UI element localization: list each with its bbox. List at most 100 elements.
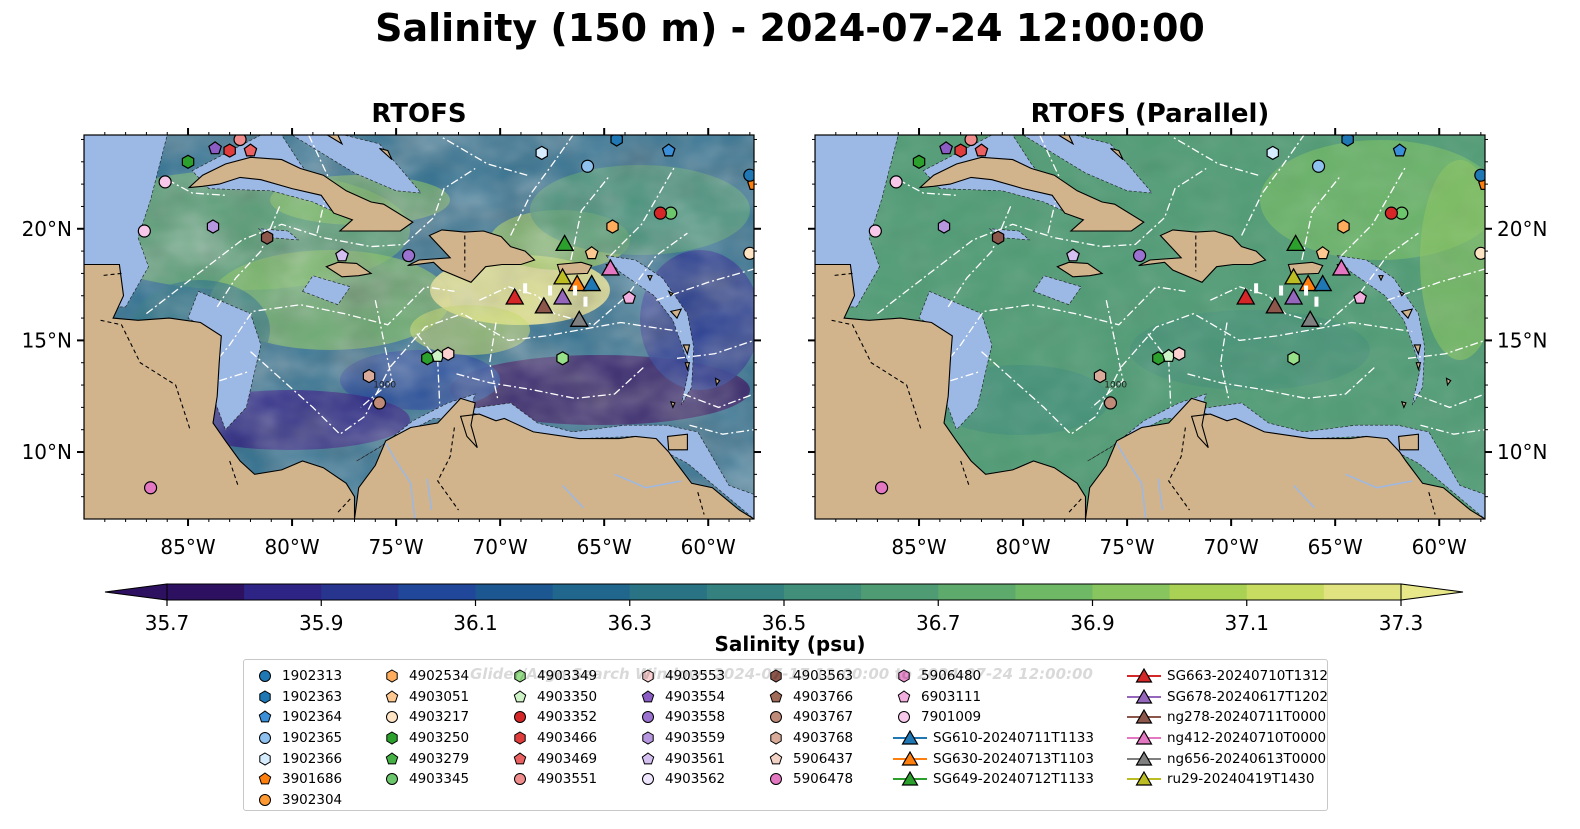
argo-float-4903051 bbox=[584, 246, 599, 260]
glider-track bbox=[1314, 296, 1319, 307]
map-overlay: 1000 bbox=[815, 135, 1485, 519]
colorbar-bin bbox=[1092, 584, 1171, 600]
legend-item: SG678-20240617T1202 bbox=[1127, 687, 1328, 708]
argo-float-4903561 bbox=[335, 248, 349, 262]
longitude-tick-label: 60°W bbox=[681, 535, 736, 559]
glider-SG663-20240710T1312 bbox=[1236, 287, 1256, 305]
legend-item-label: ng278-20240711T0000 bbox=[1167, 709, 1327, 726]
legend-item-label: 4903768 bbox=[793, 730, 854, 747]
figure-title: Salinity (150 m) - 2024-07-24 12:00:00 bbox=[375, 6, 1205, 50]
argo-float-4903559 bbox=[206, 219, 220, 234]
legend-item-label: ru29-20240419T1430 bbox=[1167, 771, 1315, 788]
colorbar-tick-label: 35.7 bbox=[145, 611, 190, 635]
colorbar-bin bbox=[398, 584, 476, 600]
argo-float-4903554 bbox=[939, 141, 954, 155]
glider-ng656-20240613T0000 bbox=[1300, 309, 1320, 327]
glider-track bbox=[548, 285, 553, 296]
legend-item: 3902304 bbox=[254, 790, 342, 811]
legend-item-label: 4903562 bbox=[665, 771, 726, 788]
longitude-tick-label: 85°W bbox=[160, 535, 215, 559]
longitude-tick-label: 65°W bbox=[577, 535, 632, 559]
glider-legend-icon bbox=[893, 750, 927, 766]
legend-column: 4903349 4903350 4903352 4903466 4903469 49035… bbox=[509, 666, 597, 790]
colorbar-bin bbox=[167, 584, 245, 600]
glider-legend-icon bbox=[893, 771, 927, 786]
glider-ng278-20240711T0000 bbox=[534, 296, 554, 314]
legend-item-label: ng656-20240613T0000 bbox=[1167, 750, 1327, 767]
argo-float-4902534 bbox=[606, 219, 619, 234]
legend-column: SG663-20240710T1312 SG678-20240617T1202 ng… bbox=[1127, 666, 1328, 790]
legend-item-label: 4903766 bbox=[793, 688, 854, 705]
colorbar-bin bbox=[321, 584, 399, 600]
glider-ru29-20240419T1430 bbox=[552, 267, 573, 285]
legend-item: 4903561 bbox=[637, 748, 725, 769]
glider-ru29-20240419T1430 bbox=[1283, 267, 1304, 285]
legend-item: 6903111 bbox=[893, 687, 1094, 708]
legend-item: 7901009 bbox=[893, 707, 1094, 728]
glider-SG630-20240713T1103 bbox=[1298, 274, 1318, 292]
argo-float-4903768 bbox=[362, 368, 376, 384]
legend-item-label: SG630-20240713T1103 bbox=[933, 750, 1094, 767]
argo-circle-icon bbox=[386, 773, 398, 786]
colorbar-tick-label: 36.7 bbox=[916, 611, 961, 635]
latitude-tick-label: 15°N bbox=[22, 328, 72, 352]
colorbar-tick-label: 36.9 bbox=[1070, 611, 1115, 635]
glider-ng656-20240613T0000 bbox=[569, 309, 589, 327]
argo-float-4903349 bbox=[556, 351, 569, 366]
legend-item-label: 3901686 bbox=[282, 771, 343, 788]
legend-item: 4903559 bbox=[637, 728, 725, 749]
latitude-tick-label: 10°N bbox=[22, 440, 72, 464]
legend-item-label: 5906480 bbox=[921, 668, 982, 685]
glider-track bbox=[1279, 285, 1284, 296]
glider-SG649-20240712T1133 bbox=[555, 234, 575, 252]
argo-pentagon-icon bbox=[769, 752, 783, 765]
argo-hexagon-icon bbox=[386, 669, 398, 683]
legend-item-label: 1902365 bbox=[282, 730, 343, 747]
legend-item: 4903767 bbox=[765, 707, 853, 728]
longitude-tick-label: 75°W bbox=[368, 535, 423, 559]
glider-legend-icon bbox=[1127, 709, 1161, 725]
glider-ng278-20240711T0000 bbox=[1265, 296, 1285, 314]
watermark: Glider/Argo Search Window: 2024-07-17 12… bbox=[470, 665, 1093, 683]
country-borders bbox=[831, 235, 1436, 515]
glider-SG663-20240710T1312 bbox=[505, 287, 525, 305]
argo-float-5906480 bbox=[889, 175, 903, 189]
legend-item-label: 3902304 bbox=[282, 791, 343, 808]
argo-pentagon-icon bbox=[513, 690, 527, 703]
legend-item-label: 4902534 bbox=[409, 668, 470, 685]
argo-pentagon-icon bbox=[897, 690, 911, 703]
argo-float-4903553 bbox=[1172, 346, 1186, 361]
legend-item-label: 4903352 bbox=[537, 709, 598, 726]
argo-circle-icon bbox=[514, 773, 526, 786]
colorbar-tick-label: 35.9 bbox=[299, 611, 344, 635]
glider-track bbox=[1304, 285, 1309, 296]
latitude-tick-label: 15°N bbox=[1497, 328, 1547, 352]
argo-hexagon-icon bbox=[642, 669, 654, 683]
argo-float-4903559 bbox=[937, 219, 951, 234]
legend-item: 4903349 bbox=[509, 666, 597, 687]
legend-item-label: 4903345 bbox=[409, 771, 470, 788]
contour-label: 1000 bbox=[373, 380, 396, 390]
longitude-tick-label: 70°W bbox=[473, 535, 528, 559]
glider-track bbox=[523, 283, 528, 294]
argo-float-4903217 bbox=[743, 246, 754, 260]
argo-float-4903767 bbox=[1103, 396, 1118, 410]
glider-legend-icon bbox=[1127, 730, 1161, 745]
axes-rtofs-parallel: 85°W 80°W 75°W 70°W 65°W 60°W 20°N 15°N 10°N bbox=[808, 128, 1547, 559]
argo-float-5906478 bbox=[874, 481, 889, 495]
argo-float-4903561 bbox=[1066, 248, 1080, 262]
legend-item: 4903345 bbox=[381, 769, 469, 790]
glider-SG610-20240711T1133 bbox=[582, 274, 602, 292]
glider-SG649-20240712T1133 bbox=[1286, 234, 1306, 252]
colorbar-bin bbox=[938, 584, 1016, 600]
argo-float-1902363 bbox=[1341, 135, 1354, 147]
longitude-tick-label: 60°W bbox=[1412, 535, 1467, 559]
legend-item: 1902363 bbox=[254, 687, 342, 708]
latitude-tick-label: 20°N bbox=[22, 217, 72, 241]
legend-column: 4903553 4903554 4903558 4903559 4903561 49035… bbox=[637, 666, 725, 790]
argo-circle-icon bbox=[642, 773, 654, 786]
observation-markers bbox=[868, 135, 1485, 495]
colorbar-extend-low bbox=[104, 583, 168, 601]
longitude-tick-label: 85°W bbox=[891, 535, 946, 559]
legend-item-label: 4903558 bbox=[665, 709, 726, 726]
